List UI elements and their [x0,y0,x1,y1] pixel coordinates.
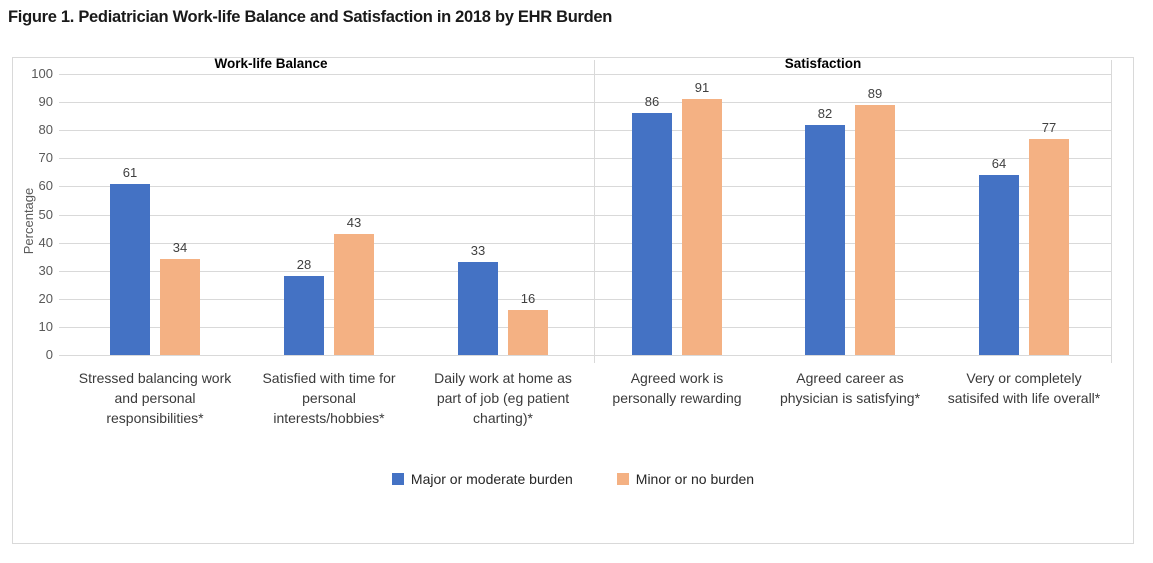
legend-item-2: Minor or no burden [616,471,755,487]
bar-series1-cat2 [284,276,324,355]
y-tick-label-70: 70 [38,150,53,166]
bar-series2-cat4 [682,99,722,355]
gridline-70 [59,158,1111,160]
value-label-series2-cat4: 91 [694,80,710,96]
panel-divider-2 [1111,60,1112,363]
legend-label: Minor or no burden [635,471,755,487]
y-tick-label-100: 100 [31,66,53,81]
y-tick-label-20: 20 [38,290,53,306]
value-label-series1-cat3: 33 [470,243,486,259]
bar-series2-cat6 [1029,138,1069,355]
y-tick-label-30: 30 [38,262,53,278]
category-label-5: Agreed career as physician is satisfying… [779,370,921,406]
y-tick-label-90: 90 [38,94,53,110]
gridline-0 [59,355,1111,356]
value-label-series1-cat4: 86 [644,94,660,110]
gridline-100 [59,74,1111,75]
legend-item-1: Major or moderate burden [391,471,573,487]
y-tick-label-0: 0 [45,347,53,362]
bar-series1-cat4 [632,113,672,355]
bar-series1-cat6 [979,175,1019,355]
bar-series2-cat5 [855,104,895,355]
category-label-4: Agreed work is personally rewarding [612,370,742,406]
value-label-series2-cat5: 89 [867,85,883,101]
chart-frame: Percentage 0 10 20 30 40 50 60 70 80 90 100 61 28 33… [12,56,1134,544]
bar-series1-cat3 [458,262,498,355]
bar-series2-cat2 [334,234,374,355]
legend-label: Major or moderate burden [410,471,573,487]
panel-divider-1 [594,60,595,363]
panel-title-2: Satisfaction [784,56,862,71]
category-label-6: Very or completely satisifed with life o… [947,370,1101,406]
category-label-1: Stressed balancing work and personal res… [78,370,232,426]
gridline-20 [59,298,1111,300]
value-label-series1-cat5: 82 [817,105,833,121]
y-tick-label-10: 10 [38,318,53,334]
value-label-series1-cat1: 61 [122,164,138,180]
y-tick-label-40: 40 [38,234,53,250]
y-tick-label-80: 80 [38,122,53,138]
y-tick-label-50: 50 [38,206,53,222]
gridline-30 [59,270,1111,272]
category-label-2: Satisfied with time for personal interes… [262,370,396,426]
gridline-10 [59,326,1111,328]
gridline-80 [59,130,1111,132]
y-tick-label-60: 60 [38,178,53,194]
gridline-60 [59,186,1111,188]
bar-series2-cat3 [508,310,548,355]
panel-title-1: Work-life Balance [214,56,328,71]
gridline-50 [59,214,1111,216]
gridline-90 [59,102,1111,104]
bar-series1-cat5 [805,124,845,355]
value-label-series2-cat6: 77 [1041,119,1057,135]
figure-title: Figure 1. Pediatrician Work-life Balance… [8,8,613,26]
category-label-3: Daily work at home as part of job (eg pa… [434,370,572,426]
value-label-series2-cat2: 43 [346,215,362,231]
bar-series2-cat1 [160,259,200,355]
legend: Major or moderate burden Minor or no burd… [13,471,1133,487]
value-label-series2-cat1: 34 [172,240,188,256]
value-label-series2-cat3: 16 [520,291,536,307]
bar-series1-cat1 [110,183,150,355]
value-label-series1-cat6: 64 [991,156,1007,172]
legend-swatch-icon [391,473,404,485]
gridline-40 [59,242,1111,244]
legend-swatch-icon [616,473,629,485]
value-label-series1-cat2: 28 [296,257,312,273]
